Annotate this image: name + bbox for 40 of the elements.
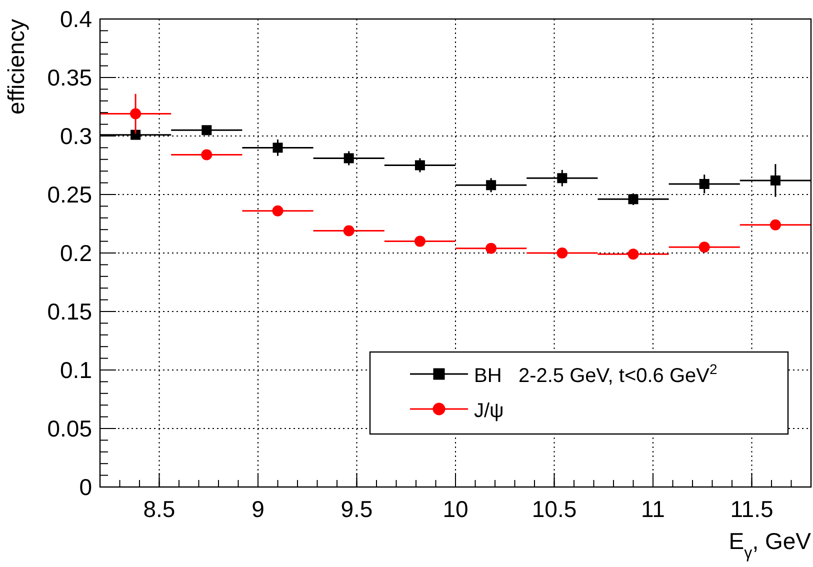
point bbox=[699, 178, 710, 189]
x-tick-label: 8.5 bbox=[143, 496, 176, 522]
point bbox=[628, 248, 639, 260]
y-tick-label: 0.35 bbox=[47, 64, 92, 90]
x-tick-label: 11 bbox=[641, 496, 665, 522]
legend-label: BH 2-2.5 GeV, t<0.6 GeV$^{2}$ bbox=[474, 361, 718, 387]
point bbox=[628, 194, 638, 204]
point bbox=[272, 205, 284, 216]
x-tick-label: 9 bbox=[252, 496, 264, 522]
point bbox=[486, 242, 497, 254]
y-tick-label: 0.15 bbox=[47, 298, 92, 324]
y-tick-label: 0 bbox=[79, 474, 92, 500]
point bbox=[130, 108, 142, 120]
x-tick-label: 11.5 bbox=[730, 496, 774, 522]
y-tick-label: 0.05 bbox=[47, 416, 92, 442]
x-tick-label: 10.5 bbox=[532, 496, 577, 522]
point bbox=[414, 160, 425, 170]
point bbox=[486, 180, 496, 190]
point bbox=[698, 242, 710, 253]
point bbox=[344, 153, 354, 164]
y-axis-title: efficiency bbox=[3, 18, 29, 114]
point bbox=[556, 248, 568, 258]
y-tick-label: 0.3 bbox=[60, 123, 92, 149]
y-tick-label: 0.2 bbox=[60, 240, 92, 266]
point bbox=[343, 225, 354, 236]
legend-label: J/ψ bbox=[474, 400, 504, 422]
point bbox=[770, 219, 781, 230]
point bbox=[414, 236, 426, 247]
y-tick-label: 0.1 bbox=[60, 357, 92, 383]
point bbox=[557, 173, 568, 184]
point bbox=[130, 130, 141, 140]
x-axis-title: E$_{γ}$, GeV bbox=[728, 528, 812, 562]
point bbox=[770, 175, 780, 186]
y-tick-label: 0.25 bbox=[47, 182, 92, 208]
point bbox=[202, 125, 212, 136]
x-tick-label: 10 bbox=[442, 496, 468, 522]
point bbox=[201, 149, 212, 160]
x-tick-label: 9.5 bbox=[340, 496, 373, 522]
point bbox=[272, 142, 283, 153]
y-tick-label: 0.4 bbox=[60, 6, 92, 32]
